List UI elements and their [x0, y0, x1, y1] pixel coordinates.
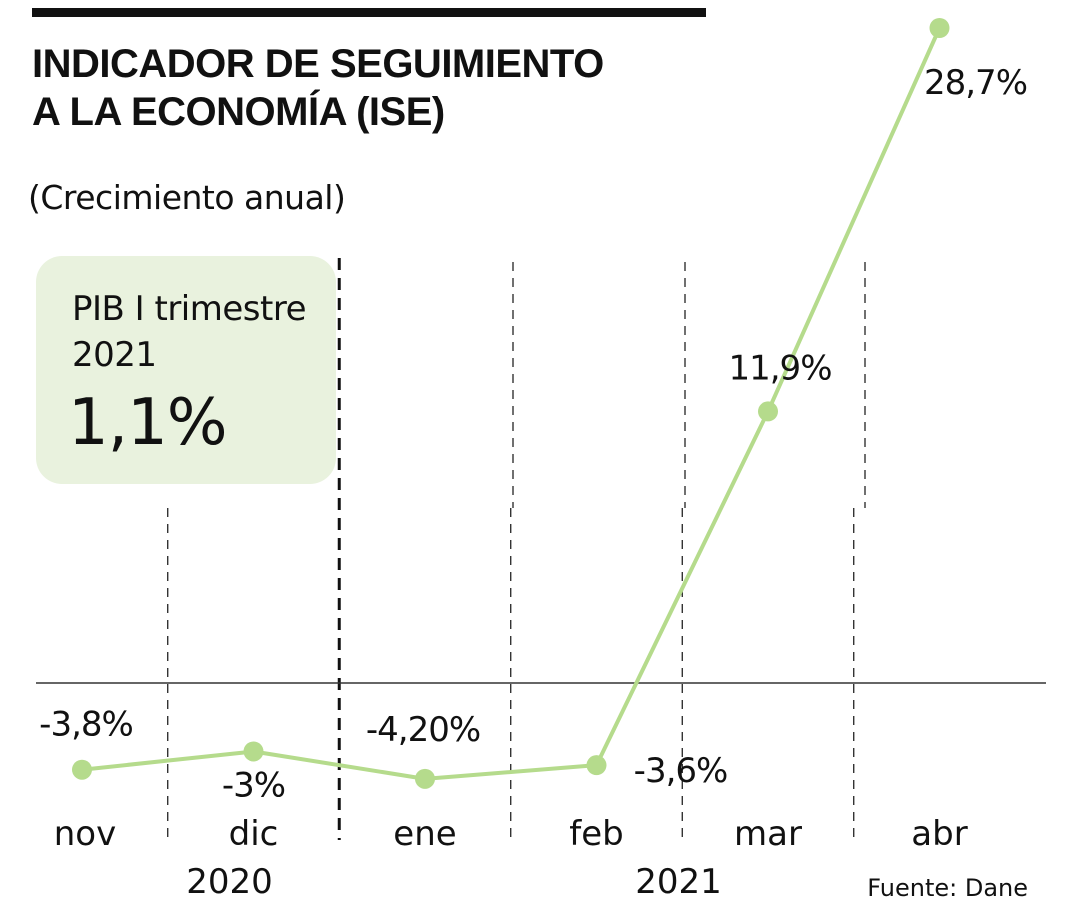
data-labels: -3,8% -3% -4,20% -3,6% 11,9% 28,7%	[39, 63, 1028, 805]
year-label-2021: 2021	[635, 862, 722, 900]
x-tick-label-mar: mar	[734, 814, 802, 854]
x-tick-label-nov: nov	[54, 814, 116, 854]
chart-subtitle: (Crecimiento anual)	[28, 178, 346, 217]
series-polyline	[80, 26, 942, 781]
data-point-ene	[415, 768, 435, 789]
year-labels: 2020 2021	[186, 862, 722, 900]
title-line-1: INDICADOR DE SEGUIMIENTO	[32, 42, 604, 86]
x-tick-label-feb: feb	[569, 814, 623, 854]
data-label-dic: -3%	[222, 765, 285, 805]
x-tick-labels: nov dic ene feb mar abr	[54, 814, 968, 854]
x-tick-label-dic: dic	[229, 814, 279, 854]
data-label-ene: -4,20%	[366, 710, 480, 750]
grid-lines	[167, 258, 866, 840]
data-point-abr	[929, 18, 950, 38]
gdp-callout-label-line-2: 2021	[72, 335, 157, 375]
title-line-2: A LA ECONOMÍA (ISE)	[32, 90, 445, 134]
gdp-callout-label-line-1: PIB I trimestre	[72, 289, 307, 329]
data-point-nov	[72, 759, 92, 780]
series-points	[72, 18, 950, 789]
data-label-nov: -3,8%	[39, 705, 133, 745]
x-tick-label-ene: ene	[393, 814, 456, 854]
data-label-feb: -3,6%	[634, 751, 728, 791]
data-point-dic	[243, 741, 264, 762]
x-tick-label-abr: abr	[911, 814, 967, 854]
title-rule	[32, 8, 706, 17]
gdp-callout-label: PIB I trimestre 2021	[72, 286, 307, 378]
source-note: Fuente: Dane	[867, 874, 1028, 902]
chart-title: INDICADOR DE SEGUIMIENTO A LA ECONOMÍA (…	[32, 40, 712, 136]
data-label-abr: 28,7%	[924, 63, 1027, 103]
data-point-mar	[758, 401, 778, 422]
data-label-mar: 11,9%	[728, 348, 831, 388]
gdp-callout-box: PIB I trimestre 2021 1,1%	[36, 256, 336, 484]
series-line	[80, 26, 942, 781]
data-point-feb	[586, 755, 607, 776]
year-label-2020: 2020	[186, 862, 273, 900]
gdp-callout-value: 1,1%	[68, 386, 228, 460]
